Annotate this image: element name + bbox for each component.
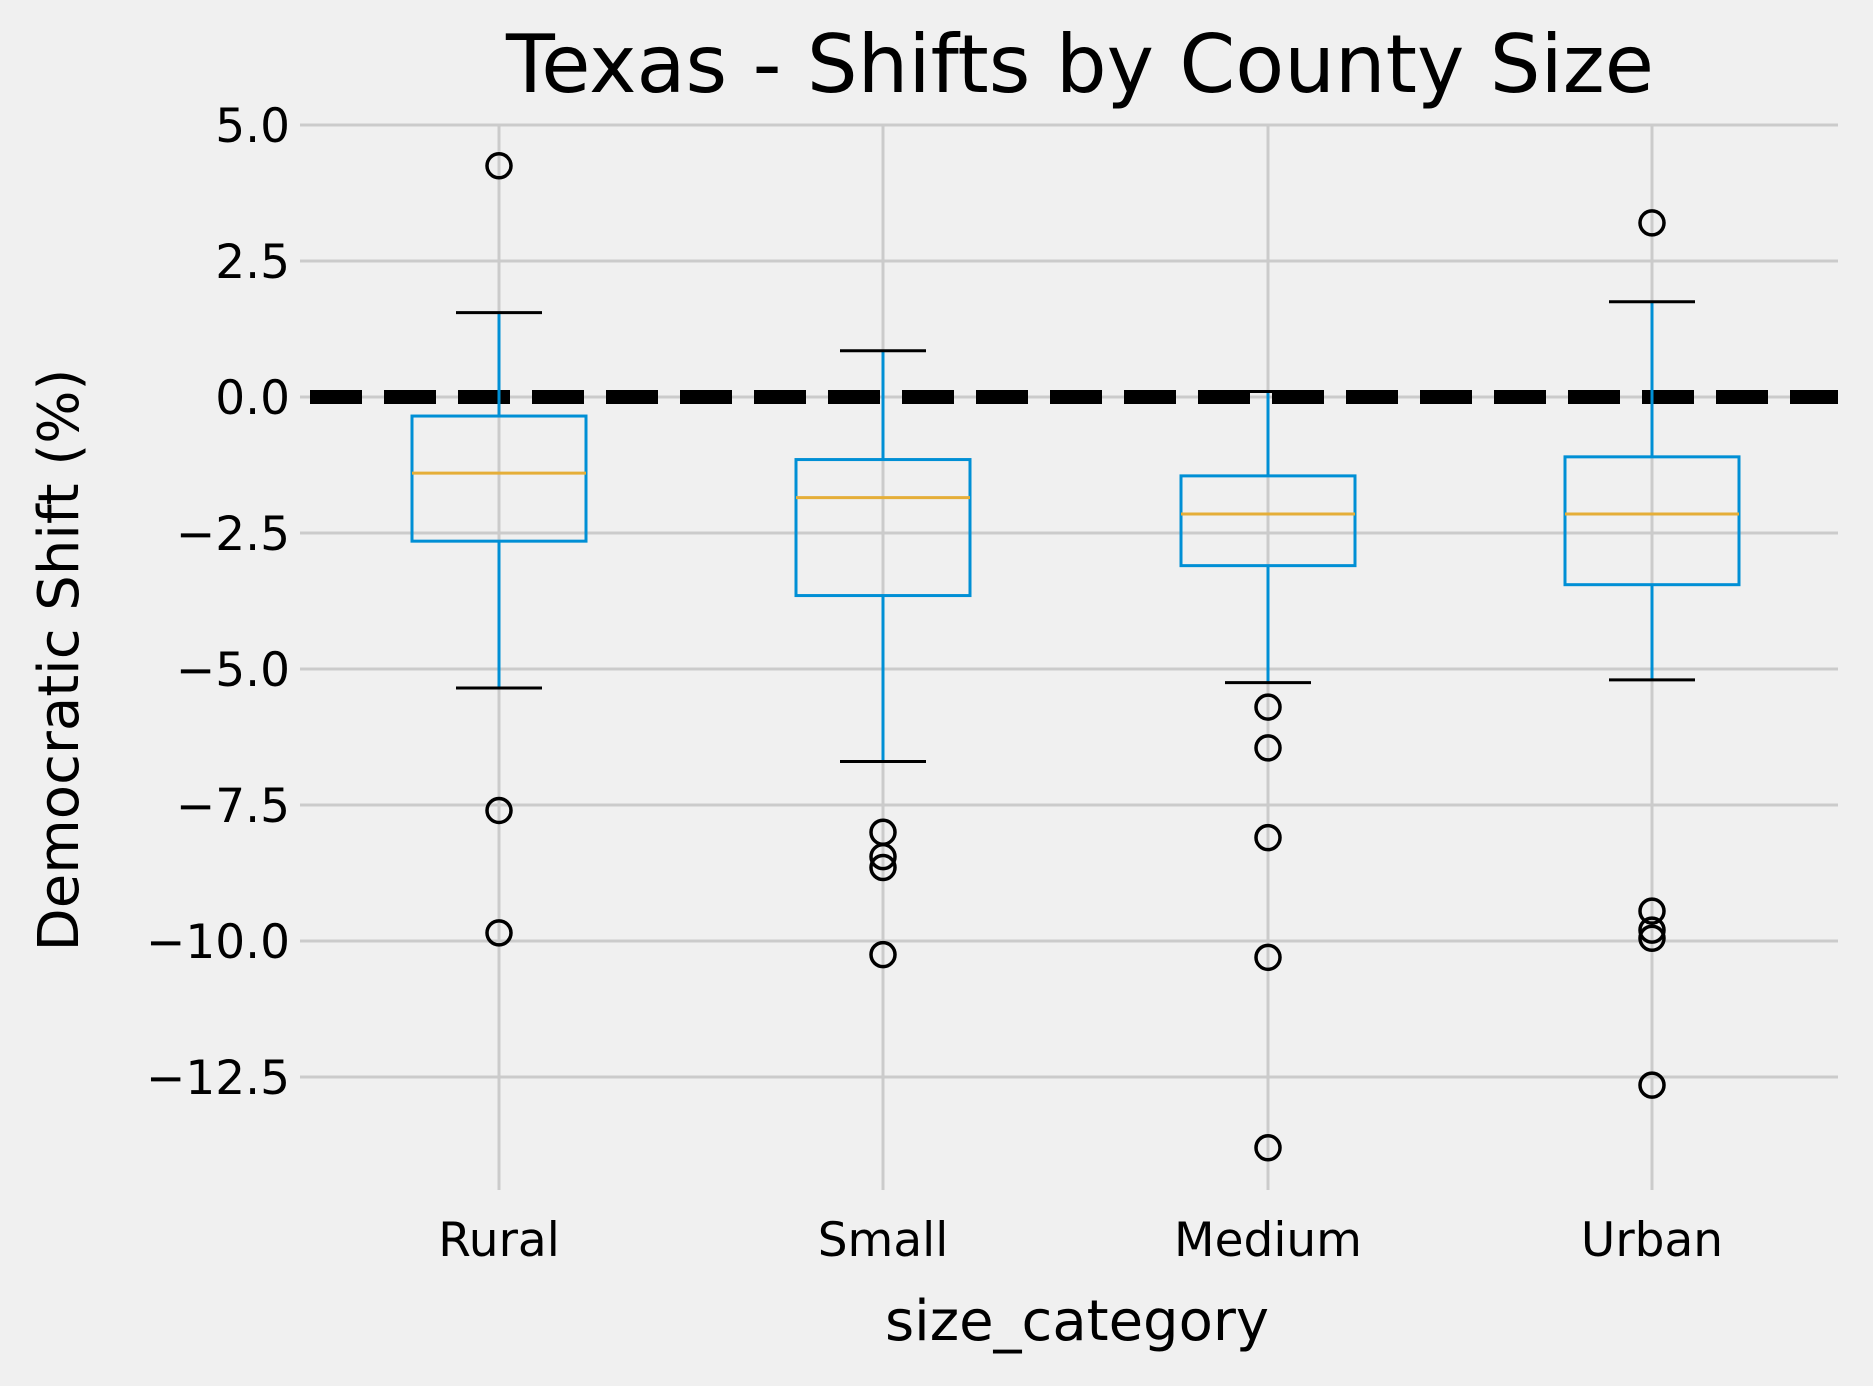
outlier-point bbox=[1638, 916, 1666, 944]
iqr-box bbox=[410, 414, 588, 543]
y-tick-label: −5.0 bbox=[176, 643, 290, 698]
outlier-point bbox=[1254, 943, 1282, 972]
y-tick-label: 2.5 bbox=[215, 235, 290, 290]
y-tick-label: 5.0 bbox=[215, 99, 290, 154]
outlier-point bbox=[1638, 897, 1666, 925]
box-series bbox=[410, 152, 1741, 1162]
outlier-point bbox=[1638, 1071, 1666, 1099]
x-tick-label: Urban bbox=[1581, 1213, 1723, 1268]
outlier-point bbox=[485, 796, 513, 825]
axis-ticks: 5.0 2.5 0.0 −2.5 −5.0 −7.5 −10.0 −12.5 Rural Smal… bbox=[146, 99, 1723, 1268]
box-medium bbox=[1179, 390, 1357, 1162]
outlier-point bbox=[1254, 823, 1282, 852]
y-tick-label: −12.5 bbox=[146, 1051, 290, 1106]
outlier-point bbox=[1254, 693, 1282, 721]
box-rural bbox=[410, 152, 588, 947]
outlier-point bbox=[869, 853, 897, 882]
x-tick-label: Rural bbox=[438, 1213, 560, 1268]
y-axis-label: Democratic Shift (%) bbox=[27, 369, 92, 952]
outlier-point bbox=[1254, 1133, 1282, 1162]
grid-lines bbox=[300, 123, 1838, 1190]
x-tick-label: Small bbox=[818, 1213, 949, 1268]
outlier-point bbox=[485, 152, 513, 180]
box-small bbox=[794, 349, 972, 969]
y-tick-label: −10.0 bbox=[146, 915, 290, 970]
chart-title: Texas - Shifts by County Size bbox=[505, 18, 1654, 111]
outlier-point bbox=[1254, 734, 1282, 762]
x-tick-label: Medium bbox=[1174, 1213, 1362, 1268]
box-urban bbox=[1563, 209, 1741, 1099]
outlier-point bbox=[869, 940, 897, 969]
iqr-box bbox=[1179, 474, 1357, 568]
y-tick-label: −2.5 bbox=[176, 507, 290, 562]
outlier-point bbox=[1638, 924, 1666, 953]
y-tick-label: −7.5 bbox=[176, 779, 290, 834]
outlier-point bbox=[1638, 209, 1666, 237]
outlier-point bbox=[869, 842, 897, 871]
y-tick-label: 0.0 bbox=[215, 371, 290, 426]
iqr-box bbox=[794, 458, 972, 598]
outlier-point bbox=[485, 919, 513, 947]
x-axis-label: size_category bbox=[885, 1289, 1269, 1354]
iqr-box bbox=[1563, 455, 1741, 587]
